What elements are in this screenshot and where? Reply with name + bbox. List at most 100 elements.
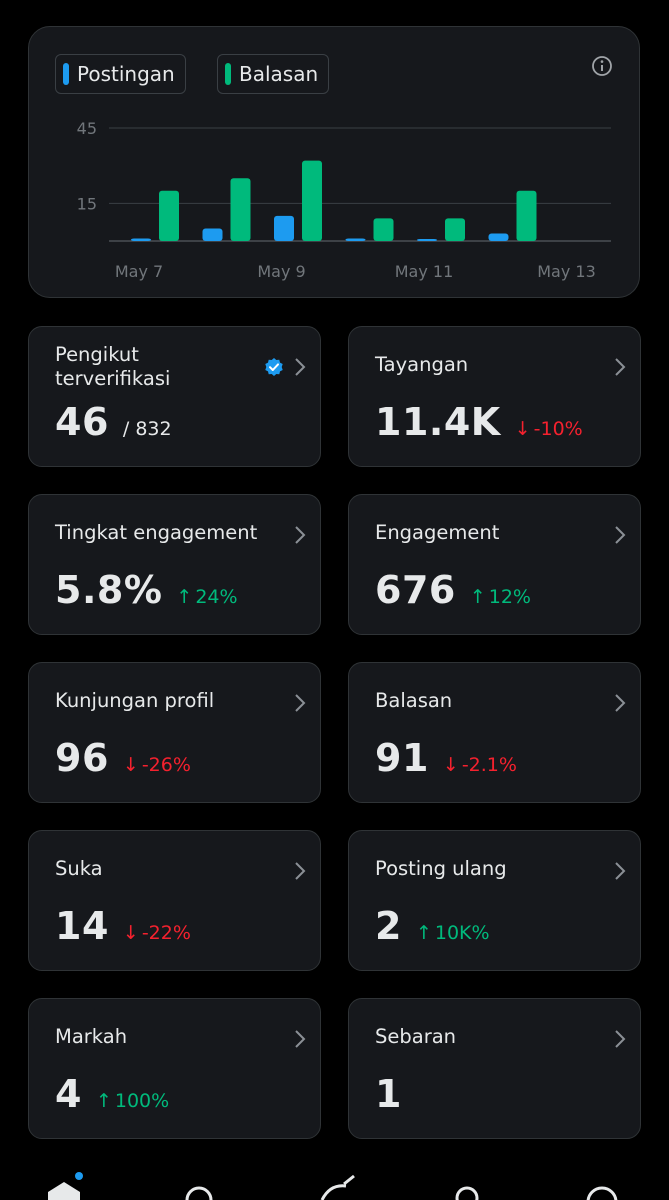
bar-balasan-may-12[interactable] <box>516 190 537 241</box>
chevron-right-icon <box>295 526 306 544</box>
card-label: Tayangan <box>375 353 469 376</box>
bar-postingan-may-12[interactable] <box>488 233 509 241</box>
chevron-right-icon <box>295 694 306 712</box>
stat-row: 14 ↓ -22% <box>55 904 191 948</box>
bar-postingan-may-11[interactable] <box>417 239 437 241</box>
bar-postingan-may-10[interactable] <box>345 238 366 241</box>
bottom-nav <box>48 1172 618 1200</box>
chevron-right-icon <box>615 862 626 880</box>
x-tick-label: May 9 <box>257 262 305 281</box>
delta-value: -2.1% <box>461 754 517 776</box>
delta-value: -10% <box>533 418 583 440</box>
card-label: Kunjungan profil <box>55 689 215 712</box>
stat-total: / 832 <box>122 418 172 440</box>
bar-postingan-may-9[interactable] <box>274 215 294 241</box>
chevron-right-icon <box>615 526 626 544</box>
arrow-up-icon: ↑ <box>176 586 193 608</box>
card-suka[interactable]: Suka 14 ↓ -22% <box>28 830 321 971</box>
bar-balasan-may-9[interactable] <box>302 160 322 241</box>
card-pengikut-terverifikasi[interactable]: Pengikut terverifikasi 46 / 832 <box>28 326 321 467</box>
arrow-down-icon: ↓ <box>122 922 139 944</box>
stat-row: 4 ↑ 100% <box>55 1072 169 1116</box>
stat-delta: ↑ 100% <box>96 1090 169 1112</box>
arrow-up-icon: ↑ <box>469 586 486 608</box>
stat-value: 46 <box>55 400 109 444</box>
legend-balasan-label: Balasan <box>239 62 319 86</box>
delta-value: -26% <box>141 754 191 776</box>
card-kunjungan-profil[interactable]: Kunjungan profil 96 ↓ -26% <box>28 662 321 803</box>
chevron-right-icon <box>615 1030 626 1048</box>
arrow-down-icon: ↓ <box>514 418 531 440</box>
search-icon[interactable] <box>185 1186 213 1200</box>
arrow-up-icon: ↑ <box>95 1090 112 1112</box>
info-icon[interactable] <box>591 55 613 77</box>
stat-row: 46 / 832 <box>55 400 172 444</box>
stat-value: 96 <box>55 736 109 780</box>
card-label: Markah <box>55 1025 128 1048</box>
bar-postingan-may-8[interactable] <box>202 228 223 241</box>
stat-value: 14 <box>55 904 109 948</box>
grok-icon[interactable] <box>320 1174 355 1200</box>
stat-value: 4 <box>55 1072 82 1116</box>
stat-row: 2 ↑ 10K% <box>375 904 490 948</box>
stat-delta: ↑ 24% <box>176 586 237 608</box>
stat-value: 11.4K <box>375 400 501 444</box>
balasan-swatch <box>225 63 231 85</box>
people-icon[interactable] <box>455 1186 479 1200</box>
verified-badge-icon <box>265 358 283 376</box>
card-label: Sebaran <box>375 1025 457 1048</box>
stat-row: 5.8% ↑ 24% <box>55 568 238 612</box>
stat-row: 91 ↓ -2.1% <box>375 736 517 780</box>
stat-delta: ↓ -26% <box>123 754 191 776</box>
delta-value: 10K% <box>434 922 490 944</box>
postingan-swatch <box>63 63 69 85</box>
chevron-right-icon <box>295 862 306 880</box>
chart-card: Postingan Balasan 15 45 May 7 May 9 May 11 Ma… <box>28 26 640 298</box>
x-tick-label: May 7 <box>115 262 163 281</box>
home-icon[interactable] <box>48 1172 83 1200</box>
arrow-down-icon: ↓ <box>442 754 459 776</box>
stat-delta: ↑ 12% <box>470 586 531 608</box>
bar-balasan-may-7[interactable] <box>159 190 179 241</box>
card-markah[interactable]: Markah 4 ↑ 100% <box>28 998 321 1139</box>
card-tayangan[interactable]: Tayangan 11.4K ↓ -10% <box>348 326 641 467</box>
card-balasan[interactable]: Balasan 91 ↓ -2.1% <box>348 662 641 803</box>
chevron-right-icon <box>295 358 306 376</box>
bar-postingan-may-7[interactable] <box>131 238 151 241</box>
y-tick-label: 15 <box>77 194 97 213</box>
stat-row: 96 ↓ -26% <box>55 736 191 780</box>
x-tick-label: May 11 <box>395 262 454 281</box>
stat-value: 2 <box>375 904 402 948</box>
legend-postingan-label: Postingan <box>77 62 175 86</box>
card-label: Posting ulang <box>375 857 507 880</box>
delta-value: -22% <box>141 922 191 944</box>
bar-chart: 15 45 May 7 May 9 May 11 May 13 <box>77 119 611 281</box>
stat-delta: ↓ -2.1% <box>443 754 517 776</box>
bar-balasan-may-11[interactable] <box>445 218 465 241</box>
legend-balasan[interactable]: Balasan <box>217 54 330 94</box>
bar-balasan-may-10[interactable] <box>373 218 394 241</box>
notification-dot <box>75 1172 83 1180</box>
x-tick-label: May 13 <box>537 262 596 281</box>
chevron-right-icon <box>295 1030 306 1048</box>
card-sebaran[interactable]: Sebaran 1 <box>348 998 641 1139</box>
delta-value: 100% <box>114 1090 170 1112</box>
card-posting-ulang[interactable]: Posting ulang 2 ↑ 10K% <box>348 830 641 971</box>
stat-value: 91 <box>375 736 429 780</box>
stat-row: 11.4K ↓ -10% <box>375 400 583 444</box>
delta-value: 12% <box>488 586 531 608</box>
card-label: Tingkat engagement <box>55 521 258 544</box>
stat-value: 676 <box>375 568 456 612</box>
legend-postingan[interactable]: Postingan <box>55 54 186 94</box>
stat-row: 1 <box>375 1072 402 1116</box>
notifications-icon[interactable] <box>586 1186 618 1200</box>
chevron-right-icon <box>615 358 626 376</box>
delta-value: 24% <box>195 586 238 608</box>
stat-value: 1 <box>375 1072 402 1116</box>
bar-balasan-may-8[interactable] <box>230 178 251 241</box>
stat-delta: ↓ -22% <box>123 922 191 944</box>
y-tick-label: 45 <box>77 119 97 138</box>
card-engagement[interactable]: Engagement 676 ↑ 12% <box>348 494 641 635</box>
card-tingkat-engagement[interactable]: Tingkat engagement 5.8% ↑ 24% <box>28 494 321 635</box>
stat-row: 676 ↑ 12% <box>375 568 531 612</box>
